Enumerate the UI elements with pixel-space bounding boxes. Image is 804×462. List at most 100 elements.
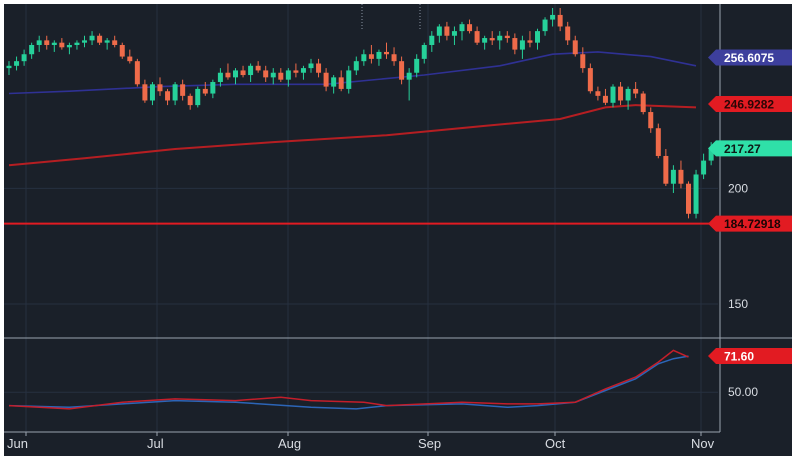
candle-body [474,31,480,43]
candle-body [338,77,344,89]
candle-body [82,40,87,43]
candle-body [429,35,435,45]
osc-value-tag: 71.60 [724,350,754,364]
candle-body [233,70,238,78]
candle-body [361,54,367,62]
candle-body [172,84,178,101]
candle-body [97,35,103,43]
candle-body [467,24,473,32]
candle-body [557,14,563,27]
candle-body [640,93,646,113]
osc-line-0 [8,355,689,410]
candle-body [195,88,201,106]
candle-body [542,19,548,32]
candle-body [346,70,352,89]
candle-body [655,128,661,156]
candle-body [89,35,95,41]
candle-body [489,38,495,41]
candle-body [104,40,110,43]
candle-body [399,61,405,80]
candle-body [504,35,510,39]
candle-body [210,81,216,94]
candle-body [527,40,533,43]
candle-body [202,88,208,94]
series-line-0 [8,51,697,95]
candle-body [36,40,42,45]
candle-body [678,169,684,184]
candle-body [587,68,593,92]
candle-body [633,88,639,94]
x-tick-label: Jul [147,436,164,451]
candle-body [149,84,155,101]
candle-body [180,84,186,96]
osc-value-tag-bg [708,348,792,365]
y-tick-label: 200 [728,181,748,195]
price-tag-bg [708,49,792,66]
candle-body [112,40,118,45]
x-tick-label: Aug [278,436,301,451]
candle-body [663,155,669,184]
y-tick-label: 150 [728,297,748,311]
candle-body [270,72,276,78]
price-tag-bg [708,95,792,112]
osc-line-1 [8,349,689,410]
candle-body [74,42,80,45]
candle-body [255,65,261,71]
candle-body [134,61,140,85]
candle-body [59,42,65,48]
candle-body [66,44,72,48]
candle-body [565,26,571,41]
series-line-1 [8,104,697,167]
candle-body [225,72,231,78]
candle-body [512,38,518,50]
candle-body [618,86,624,101]
candle-body [217,72,223,82]
chart-frame[interactable]: 150 200 50.00 256.6075 246.9282 217.27 184.729… [4,4,792,456]
candle-body [331,77,337,87]
candle-body [701,160,707,175]
candle-body [14,61,20,66]
candle-body [187,95,193,106]
candle-body [686,183,691,214]
candle-body [535,31,540,43]
candle-body [550,14,556,20]
candle-body [444,26,450,36]
candle-body [595,91,601,96]
candle-body [451,31,457,36]
price-tag: 246.9282 [724,97,774,111]
candle-body [376,51,382,59]
candle-body [459,24,465,32]
candle-body [240,70,246,76]
candle-body [406,72,412,80]
price-tag: 217.27 [724,142,761,156]
x-tick-label: Nov [691,436,715,451]
candle-body [157,84,163,92]
price-tag: 184.72918 [724,217,781,231]
candle-body [421,44,427,59]
candle-body [368,54,374,59]
candle-body [308,63,314,69]
candle-body [278,72,284,80]
candle-body [323,72,329,87]
x-tick-label: Oct [545,436,566,451]
price-tag-bg [708,140,792,157]
candle-body [316,63,322,73]
candle-body [670,169,676,184]
candle-body [127,56,133,62]
candle-body [44,40,50,45]
candle-body [610,86,616,103]
osc-y-tick-label: 50.00 [728,385,758,399]
price-tag: 256.6075 [724,51,774,65]
candle-body [353,61,359,71]
candle-body [391,54,397,62]
candle-body [293,70,299,73]
candle-body [519,40,525,50]
candle-body [436,26,442,36]
price-tag-bg [708,215,792,232]
candle-body [482,38,488,43]
candle-body [142,84,148,101]
candle-body [625,88,631,101]
candle-body [285,70,291,80]
x-tick-label: Jun [7,436,28,451]
chart-canvas[interactable]: 150 200 50.00 256.6075 246.9282 217.27 184.729… [4,4,792,456]
